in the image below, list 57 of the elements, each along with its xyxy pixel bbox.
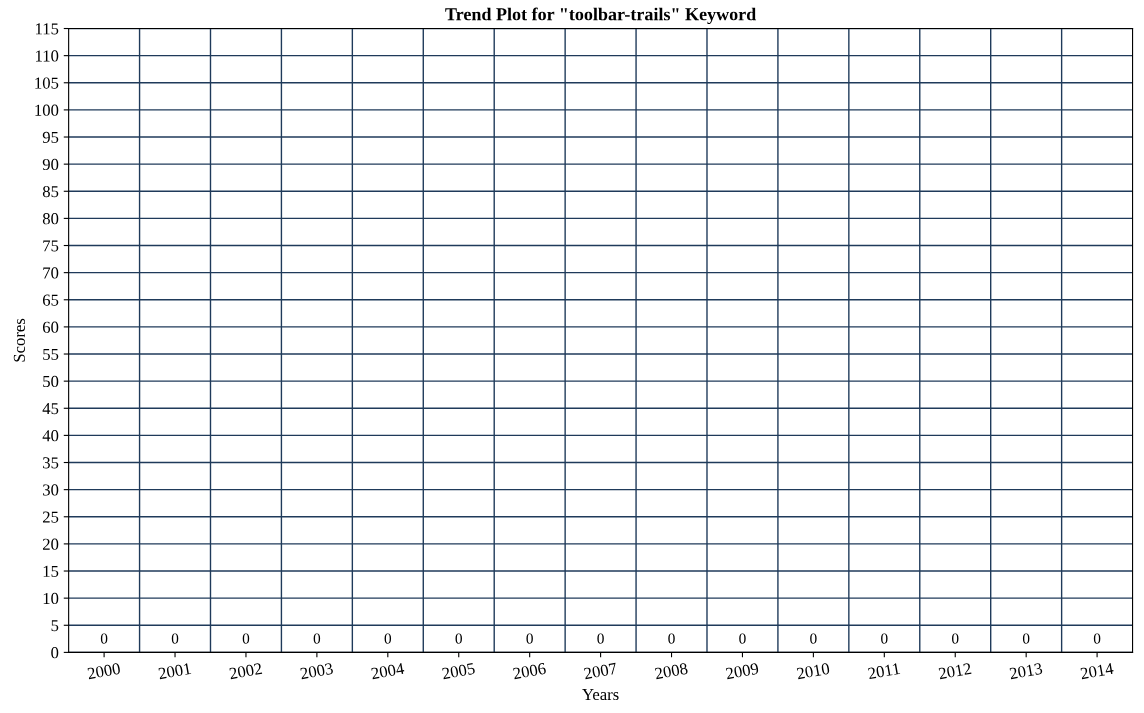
- y-tick-label: 5: [51, 620, 59, 632]
- y-tick-label: 100: [35, 104, 59, 116]
- y-tick-label: 45: [42, 403, 59, 415]
- data-label: 0: [313, 633, 321, 644]
- y-tick-label: 15: [43, 565, 59, 577]
- x-tick-label: 2002: [229, 662, 263, 680]
- data-label: 0: [384, 633, 392, 644]
- y-tick-label: 80: [42, 213, 59, 225]
- data-label: 0: [597, 633, 604, 644]
- y-tick-label: 0: [51, 647, 59, 659]
- y-tick-label: 90: [42, 158, 59, 171]
- y-tick-label: 25: [42, 511, 59, 523]
- data-label: 0: [881, 633, 888, 644]
- data-label: 0: [1022, 633, 1030, 644]
- data-label: 0: [810, 633, 817, 644]
- x-tick-label: 2010: [796, 662, 830, 680]
- y-tick-label: 20: [42, 538, 59, 550]
- x-tick-label: 2008: [654, 662, 689, 680]
- x-tick-label: 2014: [1080, 662, 1114, 680]
- y-tick-label: 65: [42, 294, 59, 306]
- x-tick-label: 2000: [87, 662, 121, 680]
- y-tick-label: 115: [36, 23, 59, 35]
- data-label: 0: [952, 633, 959, 644]
- y-tick-label: 110: [36, 50, 59, 62]
- y-tick-label: 30: [43, 484, 59, 496]
- y-tick-label: 75: [43, 240, 59, 252]
- x-tick-label: 2011: [867, 662, 901, 680]
- x-tick-label: 2001: [158, 662, 192, 680]
- y-tick-label: 10: [43, 592, 59, 605]
- x-axis-title: Years: [582, 689, 619, 701]
- y-tick-label: 35: [43, 457, 59, 469]
- x-tick-label: 2006: [512, 662, 547, 680]
- data-label: 0: [242, 633, 250, 644]
- y-tick-label: 40: [42, 430, 59, 442]
- data-label: 0: [455, 633, 462, 644]
- y-axis-title: Scores: [13, 318, 25, 362]
- y-tick-label: 95: [42, 131, 59, 143]
- data-label: 0: [100, 633, 108, 644]
- x-tick-label: 2012: [938, 662, 972, 680]
- data-label: 0: [668, 633, 675, 644]
- x-tick-label: 2009: [725, 662, 759, 680]
- y-tick-label: 60: [42, 321, 59, 333]
- data-label: 0: [171, 633, 179, 644]
- x-tick-label: 2013: [1009, 662, 1043, 680]
- data-label: 0: [1093, 633, 1101, 644]
- y-tick-label: 85: [42, 185, 59, 198]
- y-tick-label: 55: [43, 348, 59, 360]
- x-tick-label: 2007: [583, 662, 618, 680]
- y-tick-label: 105: [35, 77, 59, 89]
- data-label: 0: [739, 633, 746, 644]
- y-tick-label: 70: [43, 267, 59, 279]
- x-tick-label: 2004: [370, 662, 405, 680]
- chart-title: Trend Plot for "toolbar-trails" Keyword: [445, 7, 757, 25]
- x-tick-label: 2005: [441, 662, 476, 680]
- x-tick-label: 2003: [299, 662, 334, 680]
- y-tick-label: 50: [43, 375, 59, 388]
- data-label: 0: [526, 633, 533, 644]
